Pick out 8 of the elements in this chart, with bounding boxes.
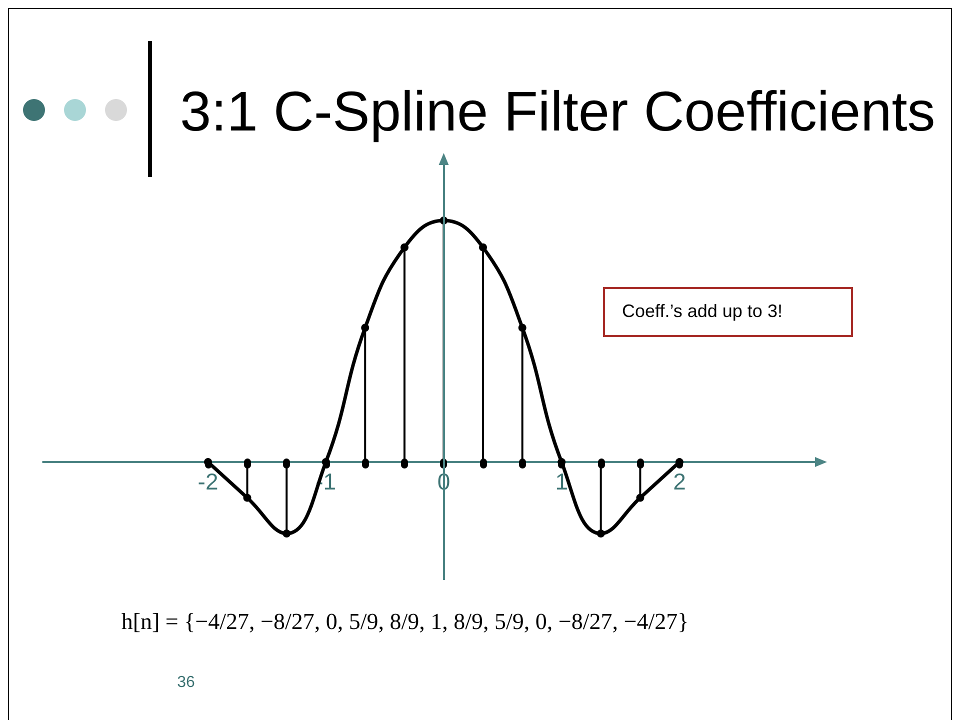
note-box: Coeff.’s add up to 3! [603, 287, 853, 337]
text: 36 [177, 674, 195, 691]
chart-title: 3:1 C-Spline Filter Coefficients [180, 80, 936, 142]
text: h[n] = {−4/27, −8/27, 0, 5/9, 8/9, 1, 8/9, 5/9, 0, −8/27, −4/27} [121, 609, 689, 634]
x-tick-label: 2 [673, 468, 686, 495]
x-tick-label: -2 [198, 468, 218, 495]
x-tick-label: 1 [555, 468, 568, 495]
annotation: Coeff.’s add up to 3! [622, 301, 782, 322]
